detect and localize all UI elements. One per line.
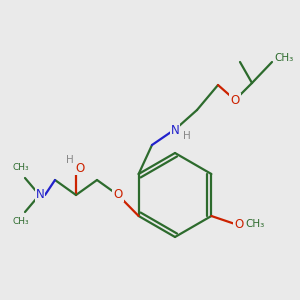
Text: O: O (75, 161, 85, 175)
Text: H: H (183, 131, 191, 141)
Text: N: N (171, 124, 179, 136)
Text: O: O (113, 188, 123, 202)
Text: O: O (234, 218, 244, 230)
Text: O: O (230, 94, 240, 106)
Text: N: N (36, 188, 44, 202)
Text: CH₃: CH₃ (245, 219, 265, 229)
Text: H: H (66, 155, 74, 165)
Text: CH₃: CH₃ (274, 53, 294, 63)
Text: CH₃: CH₃ (13, 164, 29, 172)
Text: CH₃: CH₃ (13, 218, 29, 226)
